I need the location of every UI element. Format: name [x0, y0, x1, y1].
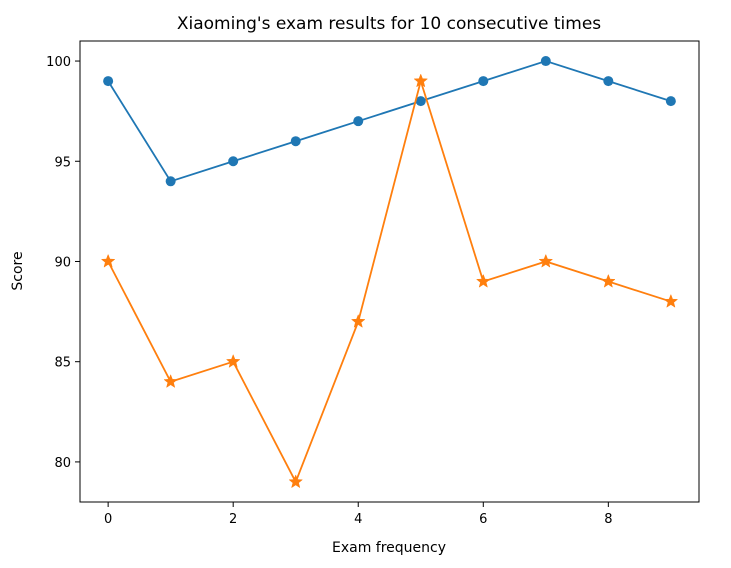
- series-1-point: [665, 96, 676, 107]
- y-tick-label: 85: [54, 356, 71, 371]
- series-1-point: [603, 76, 614, 87]
- series-2-point: [538, 253, 554, 268]
- y-tick-label: 90: [54, 255, 71, 270]
- series-2-point: [288, 474, 304, 489]
- series-1-point: [165, 176, 176, 187]
- series-1-point: [540, 56, 551, 67]
- series-2-point: [225, 354, 241, 368]
- x-axis: 0 2 4 6 8: [104, 502, 612, 527]
- series-1: [103, 56, 676, 187]
- x-tick-label: 8: [604, 512, 612, 527]
- x-tick-label: 4: [354, 512, 362, 527]
- series-2-point: [163, 374, 178, 388]
- series-1-point: [415, 96, 426, 107]
- series-2: [100, 73, 679, 489]
- series-1-point: [478, 76, 489, 87]
- x-tick-label: 0: [104, 512, 112, 527]
- series-2-point: [663, 293, 679, 308]
- y-tick-label: 95: [54, 155, 71, 170]
- x-tick-label: 6: [479, 512, 487, 527]
- y-tick-label: 100: [46, 55, 71, 70]
- y-axis-label: Score: [10, 251, 26, 290]
- series-1-point: [353, 116, 364, 127]
- series-2-point: [350, 313, 366, 328]
- y-axis: 80 85 90 95 100: [46, 55, 80, 471]
- series-1-line: [107, 60, 672, 183]
- series-2-point: [100, 253, 116, 268]
- series-2-point: [601, 273, 616, 288]
- series-layer: [100, 56, 679, 489]
- y-tick-label: 80: [54, 456, 71, 471]
- series-1-point: [228, 156, 239, 167]
- x-axis-label: Exam frequency: [332, 540, 446, 556]
- series-2-point: [475, 273, 491, 288]
- series-1-point: [103, 76, 114, 87]
- chart-title: Xiaoming's exam results for 10 consecuti…: [177, 14, 601, 34]
- plot-area-frame: [79, 40, 700, 503]
- series-2-point: [413, 73, 429, 88]
- x-tick-label: 2: [229, 512, 237, 527]
- series-1-point: [290, 136, 301, 147]
- series-2-line: [107, 77, 672, 485]
